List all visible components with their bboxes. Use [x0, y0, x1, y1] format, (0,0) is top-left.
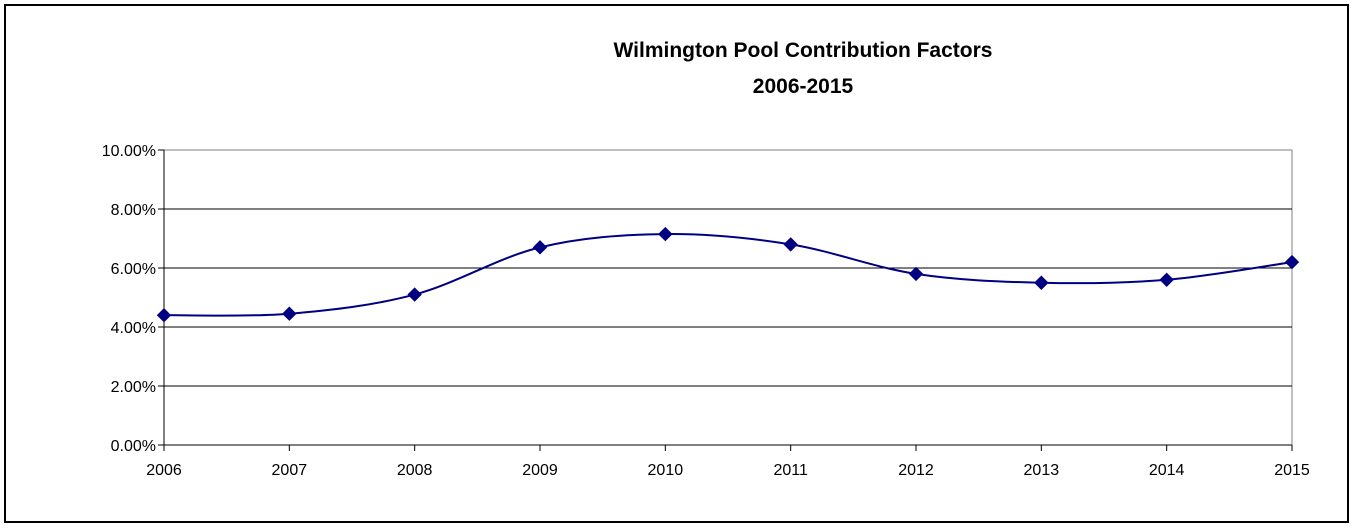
chart-frame: [4, 4, 1349, 523]
series-line: [163, 233, 1293, 317]
x-tick-label: 2012: [898, 462, 934, 479]
y-tick-label: 8.00%: [111, 202, 156, 219]
data-point-marker: [1159, 272, 1174, 288]
data-point-marker: [282, 306, 297, 321]
y-tick-label: 2.00%: [111, 379, 156, 396]
x-tick-label: 2013: [1024, 462, 1060, 479]
y-tick-label: 4.00%: [111, 320, 156, 337]
gridlines: [164, 208, 1292, 387]
y-tick-label: 6.00%: [111, 261, 156, 278]
chart-title-line-1: Wilmington Pool Contribution Factors: [614, 39, 993, 62]
data-point-marker: [407, 287, 422, 302]
y-tick-label: 0.00%: [111, 438, 156, 455]
x-tick-label: 2006: [146, 462, 182, 479]
data-point-marker: [783, 237, 798, 252]
x-tick-label: 2007: [272, 462, 308, 479]
x-tick-label: 2011: [773, 462, 808, 479]
data-point-marker: [532, 240, 548, 255]
data-point-marker: [658, 226, 673, 242]
x-tick-label: 2008: [397, 462, 433, 479]
data-point-marker: [1284, 254, 1300, 270]
data-point-marker: [156, 307, 172, 323]
x-tick-label: 2015: [1274, 462, 1310, 479]
series-layer: [156, 226, 1300, 323]
chart-title-line-2: 2006-2015: [753, 75, 854, 98]
plot-area: [163, 149, 1293, 446]
x-tick-label: 2010: [648, 462, 684, 479]
x-tick-label: 2014: [1149, 462, 1185, 479]
x-tick-label: 2009: [522, 462, 558, 479]
y-tick-label: 10.00%: [102, 143, 156, 160]
data-point-marker: [1034, 275, 1049, 290]
data-point-marker: [908, 266, 924, 282]
axes: 0.00% 2.00% 4.00% 6.00% 8.00% 10.00% 2006 2007 2…: [102, 143, 1310, 479]
